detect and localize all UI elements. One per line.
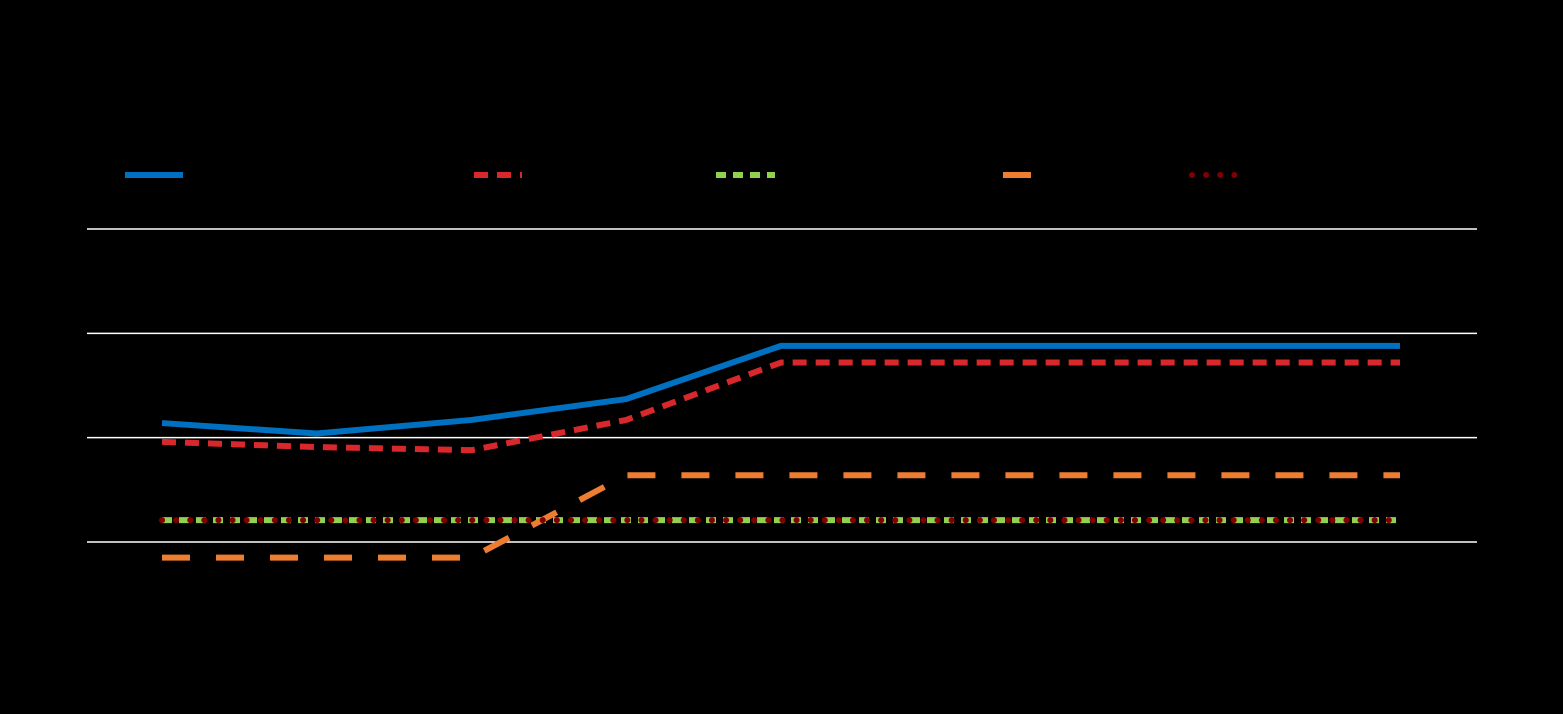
series-line bbox=[161, 359, 1400, 454]
series-line bbox=[161, 342, 1400, 437]
series-line bbox=[162, 472, 1400, 561]
